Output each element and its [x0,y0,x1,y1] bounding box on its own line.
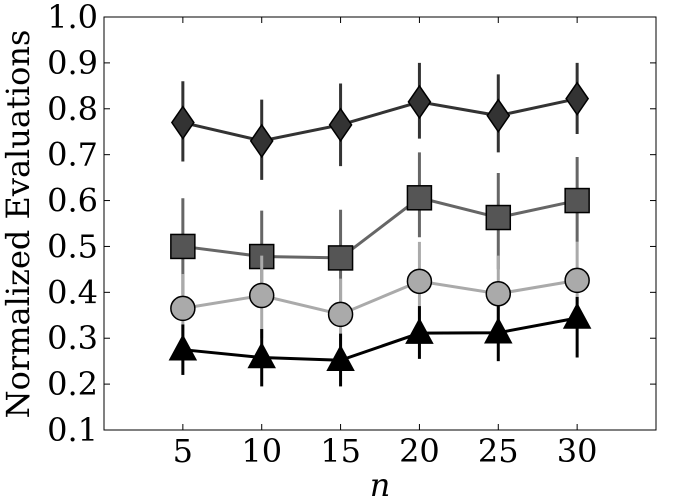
data-point [484,317,513,344]
data-point [326,344,355,371]
y-tick-label: 0.5 [47,227,98,265]
data-point [248,282,275,309]
data-point [405,317,434,344]
plot-frame [103,16,657,431]
data-point [328,107,353,143]
data-point [564,187,590,214]
y-tick-label: 0.3 [47,319,98,357]
y-axis: 0.1 0.2 0.3 0.4 0.5 0.6 0.7 0.8 0.9 1.0 [47,0,656,449]
x-axis-label: n [370,466,391,500]
series-line [182,196,578,260]
y-tick-label: 0.8 [47,90,98,128]
y-tick-label: 1.0 [47,0,98,36]
data-point [170,105,195,140]
x-axis: 5 10 15 20 25 30 [173,17,598,470]
series-circle [170,241,590,352]
data-point [327,301,354,328]
x-tick-label: 20 [399,432,440,470]
y-tick-label: 0.4 [47,273,98,311]
data-point [327,245,354,271]
y-tick-label: 0.1 [47,411,98,449]
data-point [406,268,433,295]
y-axis-label: Normalized Evaluations [0,30,37,419]
data-point [485,280,512,307]
series-diamond [170,62,590,180]
y-tick-label: 0.6 [47,182,98,220]
x-tick-label: 15 [320,432,361,470]
y-tick-label: 0.9 [47,44,98,82]
y-tick-label: 0.7 [47,136,98,174]
data-point [247,341,276,369]
series-layer [168,62,592,387]
data-point [562,302,592,329]
data-point [249,123,274,159]
data-point [406,185,433,211]
data-point [486,98,511,133]
series-line [182,278,578,316]
data-point [565,81,590,117]
data-point [168,334,198,361]
x-tick-label: 5 [173,432,193,470]
data-point [170,233,196,260]
x-tick-label: 10 [241,432,282,470]
data-point [485,204,512,231]
x-tick-label: 30 [557,432,598,470]
data-point [407,84,432,120]
series-line [182,316,578,362]
series-triangle [168,296,592,387]
data-point [170,295,196,322]
data-point [564,267,590,294]
series-line [182,97,578,143]
y-tick-label: 0.2 [47,365,98,403]
x-tick-label: 25 [478,432,519,470]
